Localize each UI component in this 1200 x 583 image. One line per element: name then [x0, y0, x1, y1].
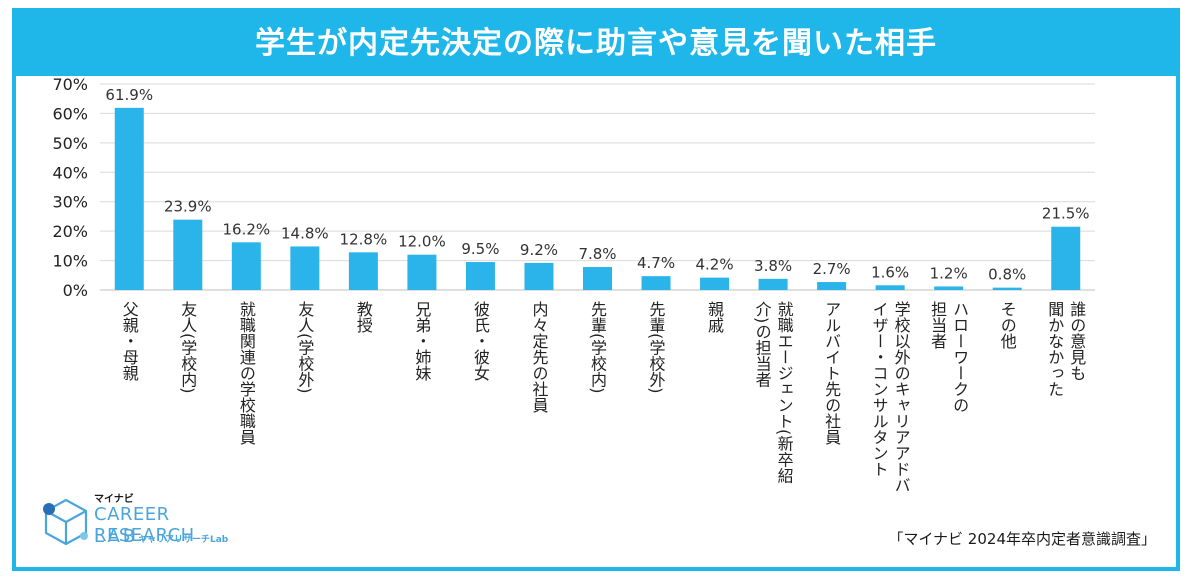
- bar: [524, 262, 554, 290]
- category-label: 誰の意見も: [1067, 301, 1086, 381]
- bar: [231, 242, 261, 290]
- y-tick-label: 70%: [52, 75, 88, 94]
- logo-brand-sub: キャリアリサーチLab: [138, 535, 229, 545]
- y-tick-label: 60%: [52, 104, 88, 123]
- bar: [290, 246, 320, 290]
- data-label: 3.8%: [754, 257, 792, 275]
- data-label: 7.8%: [578, 245, 616, 263]
- category-label: 就職関連の学校職員: [237, 301, 256, 445]
- bar: [700, 277, 730, 290]
- data-label: 21.5%: [1042, 205, 1090, 223]
- category-label: イザー・コンサルタント: [870, 301, 889, 477]
- bar: [758, 278, 788, 290]
- y-tick-label: 30%: [52, 193, 88, 212]
- category-label: 友人(学校内): [178, 301, 197, 393]
- category-label: 父親・母親: [120, 301, 139, 382]
- data-label: 61.9%: [105, 86, 153, 104]
- category-label: 就職エージェント(新卒紹: [775, 301, 794, 483]
- logo-brand-small: マイナビ: [94, 494, 134, 505]
- data-label: 4.7%: [637, 254, 675, 272]
- data-label: 9.5%: [461, 240, 499, 258]
- y-tick-label: 50%: [52, 134, 88, 153]
- category-label: 先輩(学校内): [588, 301, 607, 393]
- data-label: 12.0%: [398, 233, 446, 251]
- logo-brand-main: CAREER RESEARCH: [94, 504, 195, 546]
- category-label: 聞かなかった: [1045, 301, 1064, 397]
- bar: [641, 276, 671, 290]
- y-tick-label: 20%: [52, 222, 88, 241]
- bar: [348, 252, 378, 290]
- data-label: 23.9%: [164, 198, 212, 216]
- logo-brand-lab: LAB: [94, 526, 139, 547]
- data-label: 2.7%: [813, 260, 851, 278]
- bar: [817, 282, 847, 290]
- category-label: 学校以外のキャリアアドバ: [892, 301, 911, 493]
- data-label: 1.6%: [871, 263, 909, 281]
- bar: [407, 254, 437, 290]
- bar: [992, 287, 1022, 290]
- bar: [173, 219, 203, 290]
- category-label: その他: [998, 301, 1017, 350]
- data-label: 16.2%: [222, 220, 270, 238]
- category-label: 内々定先の社員: [529, 301, 548, 413]
- chart-title: 学生が内定先決定の際に助言や意見を聞いた相手: [16, 12, 1176, 76]
- bar: [114, 107, 144, 290]
- category-label: 親戚: [705, 301, 724, 334]
- data-label: 4.2%: [696, 256, 734, 274]
- cube-logo-icon: [43, 498, 88, 546]
- data-label: 14.8%: [281, 224, 329, 242]
- category-label: 介)の担当者: [753, 301, 772, 387]
- category-label: 友人(学校外): [295, 301, 314, 393]
- category-label: 彼氏・彼女: [471, 301, 490, 381]
- category-label: 担当者: [928, 301, 947, 349]
- category-label: アルバイト先の社員: [822, 301, 841, 445]
- category-label: 教授: [354, 301, 373, 334]
- data-label: 0.8%: [988, 266, 1026, 284]
- y-tick-label: 0%: [63, 281, 88, 300]
- category-label: 兄弟・姉妹: [412, 301, 431, 381]
- bar: [875, 285, 905, 290]
- y-tick-label: 40%: [52, 163, 88, 182]
- data-label: 9.2%: [520, 241, 558, 259]
- category-label: ハローワークの: [950, 301, 969, 413]
- source-note: 「マイナビ 2024年卒内定者意識調査」: [888, 530, 1156, 548]
- career-research-lab-logo: マイナビ CAREER RESEARCH LAB キャリアリサーチLab: [40, 492, 260, 552]
- data-label: 12.8%: [340, 230, 388, 248]
- category-label: 先輩(学校外): [647, 301, 666, 393]
- bar: [1051, 226, 1081, 290]
- bar: [465, 262, 495, 290]
- data-label: 1.2%: [930, 264, 968, 282]
- y-tick-label: 10%: [52, 252, 88, 271]
- bar: [583, 267, 612, 290]
- bar: [934, 286, 964, 290]
